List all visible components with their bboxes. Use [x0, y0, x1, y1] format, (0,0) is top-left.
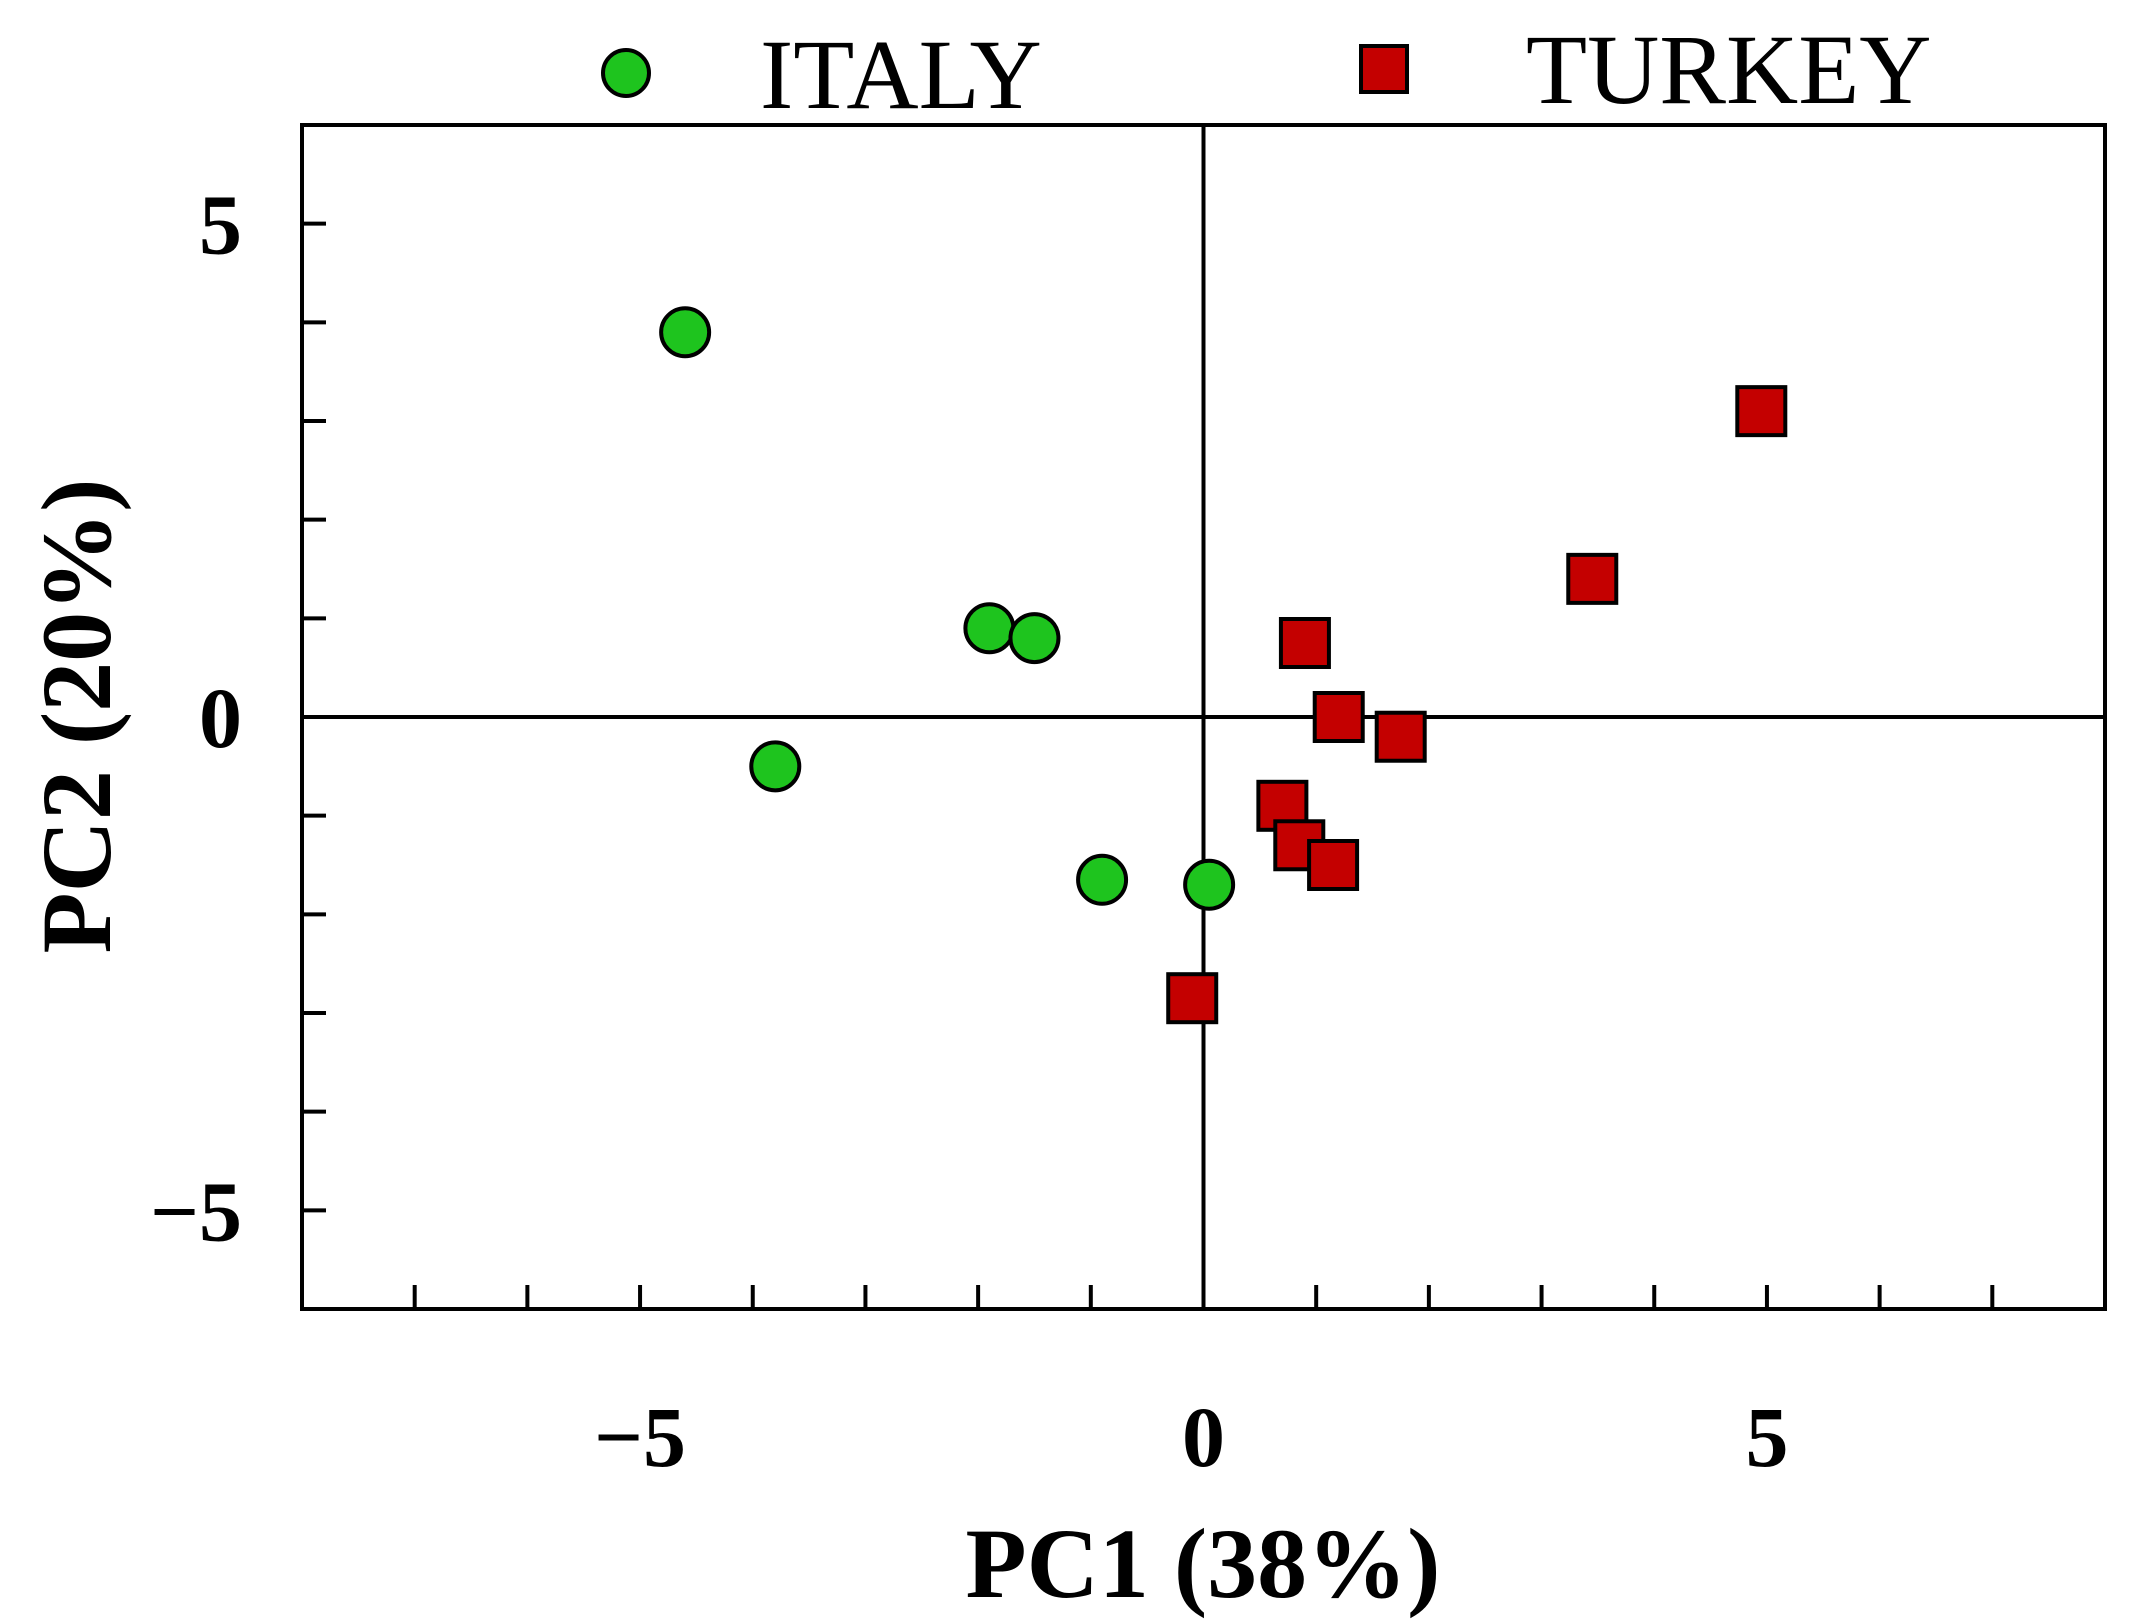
y-tick-labels: −5 0 5 — [150, 177, 242, 1260]
x-tick-label: −5 — [594, 1389, 686, 1485]
point-turkey — [1374, 710, 1427, 763]
point-turkey — [1278, 617, 1331, 669]
point-italy — [1183, 858, 1236, 911]
legend-label-italy: ITALY — [760, 19, 1042, 130]
x-tick-label: 0 — [1182, 1389, 1225, 1485]
y-tick-label: 5 — [199, 177, 242, 273]
legend-label-turkey: TURKEY — [1526, 14, 1932, 125]
y-axis-title: PC2 (20%) — [21, 479, 132, 954]
x-axis-title: PC1 (38%) — [966, 1508, 1441, 1619]
point-turkey — [1312, 691, 1365, 743]
x-tick-label: 5 — [1745, 1389, 1788, 1485]
legend-marker-italy — [601, 48, 651, 98]
zero-lines — [302, 125, 2105, 1309]
x-tick-labels: −5 0 5 — [594, 1389, 1788, 1485]
point-italy — [1076, 853, 1129, 906]
point-italy — [659, 306, 712, 359]
legend: ITALY TURKEY — [601, 14, 1932, 130]
y-tick-label: 0 — [199, 670, 242, 766]
data-points — [659, 306, 1788, 1025]
point-turkey — [1166, 972, 1219, 1025]
point-turkey — [1307, 839, 1360, 891]
point-turkey — [1735, 385, 1788, 438]
point-turkey — [1566, 552, 1619, 605]
point-italy — [963, 602, 1016, 655]
point-italy — [749, 740, 802, 793]
point-italy — [1008, 612, 1061, 665]
y-tick-label: −5 — [150, 1163, 242, 1259]
legend-marker-turkey — [1359, 44, 1409, 94]
